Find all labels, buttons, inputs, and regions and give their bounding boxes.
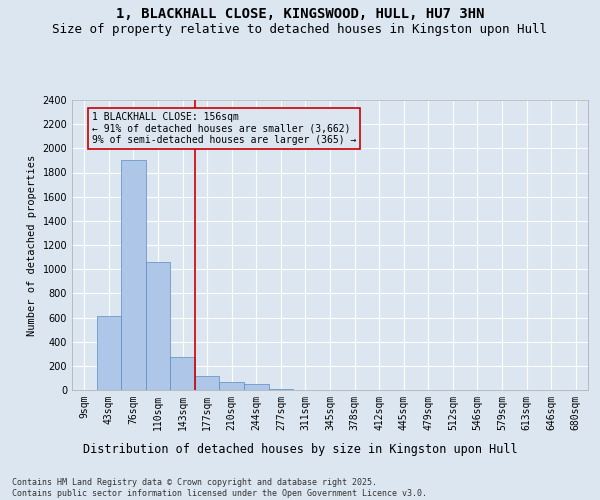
Text: 1, BLACKHALL CLOSE, KINGSWOOD, HULL, HU7 3HN: 1, BLACKHALL CLOSE, KINGSWOOD, HULL, HU7… bbox=[116, 8, 484, 22]
Bar bbox=[146, 262, 170, 390]
Text: Distribution of detached houses by size in Kingston upon Hull: Distribution of detached houses by size … bbox=[83, 442, 517, 456]
Text: 1 BLACKHALL CLOSE: 156sqm
← 91% of detached houses are smaller (3,662)
9% of sem: 1 BLACKHALL CLOSE: 156sqm ← 91% of detac… bbox=[92, 112, 356, 146]
Y-axis label: Number of detached properties: Number of detached properties bbox=[27, 154, 37, 336]
Text: Contains HM Land Registry data © Crown copyright and database right 2025.
Contai: Contains HM Land Registry data © Crown c… bbox=[12, 478, 427, 498]
Bar bbox=[220, 382, 244, 390]
Text: Size of property relative to detached houses in Kingston upon Hull: Size of property relative to detached ho… bbox=[53, 22, 548, 36]
Bar bbox=[170, 358, 195, 390]
Bar bbox=[244, 384, 269, 390]
Bar bbox=[97, 316, 121, 390]
Bar bbox=[121, 160, 146, 390]
Bar bbox=[269, 389, 293, 390]
Bar bbox=[195, 376, 220, 390]
